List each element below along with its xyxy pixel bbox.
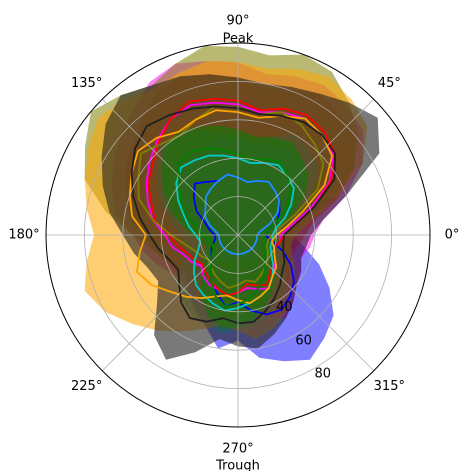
angle-annotation-peak: Peak: [223, 32, 254, 47]
tick-labels: 0° 45° 90° 135° 180° 225° 270° 315° Peak Trough 40…: [8, 14, 459, 471]
angle-tick-label-315: 315°: [374, 379, 405, 394]
polar-frame: [45, 42, 431, 428]
angular-gridline-225: [101, 234, 239, 372]
polar-grid: [45, 42, 431, 428]
angle-tick-label-45: 45°: [378, 76, 401, 91]
radial-tick-label-60: 60: [295, 333, 312, 348]
series-layer: [84, 45, 380, 362]
radial-tick-label-40: 40: [276, 300, 293, 315]
angular-gridline-135: [101, 98, 239, 236]
angular-gridline-315: [237, 234, 375, 372]
angle-tick-label-180: 180°: [8, 228, 39, 243]
angle-tick-label-270: 270°: [222, 442, 253, 457]
angle-tick-label-0: 0°: [445, 228, 460, 243]
angle-annotation-trough: Trough: [215, 459, 260, 471]
angle-tick-label-225: 225°: [71, 379, 102, 394]
angular-gridline-45: [237, 98, 375, 236]
angle-tick-label-90: 90°: [226, 14, 249, 29]
angle-tick-label-135: 135°: [71, 76, 102, 91]
radial-tick-label-80: 80: [315, 367, 332, 382]
